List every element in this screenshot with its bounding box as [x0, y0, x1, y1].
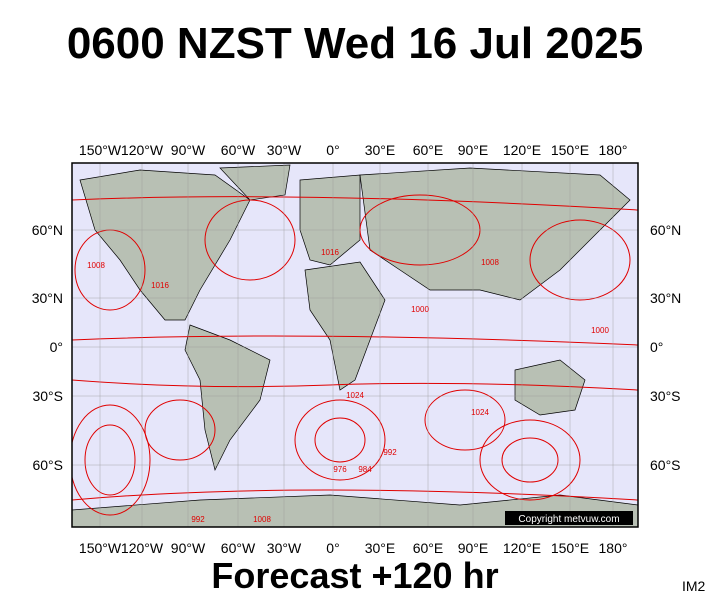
lon-labels-bottom: 150°W 120°W 90°W 60°W 30°W 0° 30°E 60°E 90°E 120°…	[79, 540, 628, 556]
lon-label: 0°	[326, 540, 339, 556]
copyright-box	[505, 511, 633, 525]
lon-label: 30°W	[267, 142, 302, 158]
forecast: Forecast +120 hr	[211, 555, 498, 596]
lat-label: 60°N	[650, 222, 681, 238]
lon-label: 150°E	[551, 540, 589, 556]
copyright: Copyright metvuw.com	[518, 514, 619, 525]
lon-label: 0°	[326, 142, 339, 158]
isobar-label: 984	[358, 465, 372, 474]
lon-label: 30°E	[365, 142, 396, 158]
graticule	[72, 163, 638, 527]
lat-label: 60°S	[32, 457, 63, 473]
lon-label: 90°E	[458, 540, 489, 556]
isobar-label: 1024	[471, 408, 489, 417]
lon-label: 150°E	[551, 142, 589, 158]
lon-label: 120°E	[503, 540, 541, 556]
lon-label: 60°W	[221, 142, 256, 158]
isobar-label: 1016	[321, 248, 339, 257]
lon-label: 90°W	[171, 540, 206, 556]
isobar-label: 1000	[591, 326, 609, 335]
isobar-label: 1024	[346, 391, 364, 400]
isobar-label: 1000	[411, 305, 429, 314]
lon-label: 150°W	[79, 540, 122, 556]
lon-label: 60°E	[413, 142, 444, 158]
isobar-label: 1008	[481, 258, 499, 267]
lat-label: 30°N	[650, 290, 681, 306]
isobar-label: 1008	[253, 515, 271, 524]
lon-label: 180°	[599, 142, 628, 158]
lat-label: 60°N	[32, 222, 63, 238]
lon-label: 90°E	[458, 142, 489, 158]
map-frame	[71, 162, 639, 528]
isobar-label: 976	[333, 465, 347, 474]
lon-label: 120°W	[121, 540, 164, 556]
lat-labels-left: 60°N 30°N 0° 30°S 60°S	[32, 222, 63, 473]
land	[72, 164, 638, 527]
lon-label: 60°W	[221, 540, 256, 556]
lon-labels-top: 150°W 120°W 90°W 60°W 30°W 0° 30°E 60°E 90°E 120°…	[79, 142, 628, 158]
title: 0600 NZST Wed 16 Jul 2025	[67, 19, 643, 68]
lon-label: 30°E	[365, 540, 396, 556]
lon-label: 120°W	[121, 142, 164, 158]
lat-label: 30°S	[650, 388, 681, 404]
lon-label: 180°	[599, 540, 628, 556]
lat-label: 60°S	[650, 457, 681, 473]
isobar-label: 1016	[151, 281, 169, 290]
isobar-label: 992	[383, 448, 397, 457]
isobar-label: 992	[191, 515, 205, 524]
lon-label: 90°W	[171, 142, 206, 158]
lat-label: 0°	[50, 339, 63, 355]
lon-label: 150°W	[79, 142, 122, 158]
lon-label: 120°E	[503, 142, 541, 158]
isobars	[72, 194, 638, 516]
lat-label: 30°S	[32, 388, 63, 404]
lat-labels-right: 60°N 30°N 0° 30°S 60°S	[650, 222, 681, 473]
lat-label: 0°	[650, 339, 663, 355]
isobar-label: 1008	[87, 261, 105, 270]
map: 1008 1016 1024 1008 1016 1000 992 984 97…	[71, 162, 639, 528]
lon-label: 30°W	[267, 540, 302, 556]
lon-label: 60°E	[413, 540, 444, 556]
badge: IM2	[682, 578, 706, 594]
lat-label: 30°N	[32, 290, 63, 306]
